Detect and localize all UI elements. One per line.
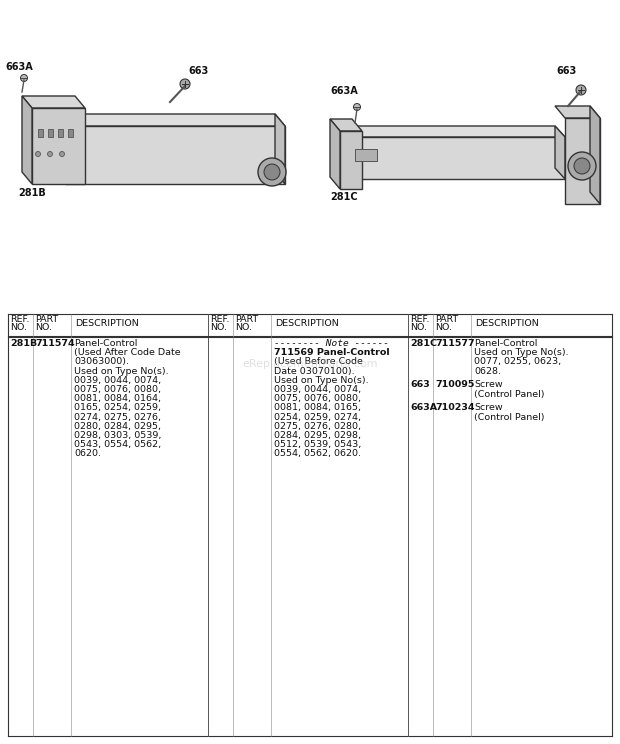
Text: 281B: 281B	[18, 188, 46, 198]
Polygon shape	[22, 96, 32, 184]
Polygon shape	[565, 118, 600, 204]
Text: eReplacementParts.com: eReplacementParts.com	[242, 359, 378, 369]
Bar	[38, 129, 43, 137]
Text: 663A: 663A	[5, 62, 33, 72]
Text: 03063000).: 03063000).	[74, 357, 129, 366]
Text: 711577: 711577	[435, 339, 475, 348]
Text: REF.: REF.	[10, 315, 29, 324]
Text: 0274, 0275, 0276,: 0274, 0275, 0276,	[74, 413, 161, 422]
Circle shape	[353, 103, 360, 111]
Bar	[48, 129, 53, 137]
Text: REF.: REF.	[210, 315, 229, 324]
Circle shape	[60, 152, 64, 156]
Text: 663: 663	[188, 66, 208, 76]
Text: 0275, 0276, 0280,: 0275, 0276, 0280,	[274, 422, 361, 431]
Text: 711569 Panel-Control: 711569 Panel-Control	[274, 348, 389, 357]
Text: PART: PART	[35, 315, 58, 324]
Polygon shape	[340, 131, 362, 189]
Bar	[68, 129, 73, 137]
Polygon shape	[555, 126, 565, 179]
Text: NO.: NO.	[235, 322, 252, 332]
Text: 0284, 0295, 0298,: 0284, 0295, 0298,	[274, 431, 361, 440]
Text: 0298, 0303, 0539,: 0298, 0303, 0539,	[74, 431, 161, 440]
Bar	[58, 129, 63, 137]
Text: Used on Type No(s).: Used on Type No(s).	[74, 367, 169, 376]
Text: 0039, 0044, 0074,: 0039, 0044, 0074,	[274, 385, 361, 394]
Text: 663A: 663A	[410, 403, 437, 412]
Text: Used on Type No(s).: Used on Type No(s).	[274, 376, 369, 385]
Polygon shape	[555, 106, 600, 118]
Text: 0081, 0084, 0165,: 0081, 0084, 0165,	[274, 403, 361, 412]
Text: NO.: NO.	[410, 322, 427, 332]
Text: Screw: Screw	[474, 380, 503, 389]
Circle shape	[48, 152, 53, 156]
Text: Panel-Control: Panel-Control	[74, 339, 138, 348]
Text: Used on Type No(s).: Used on Type No(s).	[474, 348, 569, 357]
Circle shape	[258, 158, 286, 186]
Polygon shape	[275, 114, 285, 184]
Text: 281C: 281C	[330, 192, 358, 202]
Text: 0075, 0076, 0080,: 0075, 0076, 0080,	[74, 385, 161, 394]
Circle shape	[568, 152, 596, 180]
Text: 281B: 281B	[10, 339, 37, 348]
Circle shape	[574, 158, 590, 174]
Polygon shape	[55, 114, 285, 126]
Text: 0165, 0254, 0259,: 0165, 0254, 0259,	[74, 403, 161, 412]
Text: 0280, 0284, 0295,: 0280, 0284, 0295,	[74, 422, 161, 431]
Text: 711574: 711574	[35, 339, 74, 348]
Text: (Used After Code Date: (Used After Code Date	[74, 348, 180, 357]
Polygon shape	[22, 96, 85, 108]
Text: (Control Panel): (Control Panel)	[474, 390, 544, 399]
Text: 0512, 0539, 0543,: 0512, 0539, 0543,	[274, 440, 361, 449]
Text: 0620.: 0620.	[74, 449, 101, 458]
Text: Date 03070100).: Date 03070100).	[274, 367, 355, 376]
Text: 0254, 0259, 0274,: 0254, 0259, 0274,	[274, 413, 361, 422]
Text: Screw: Screw	[474, 403, 503, 412]
Text: REF.: REF.	[410, 315, 430, 324]
Text: 710095: 710095	[435, 380, 474, 389]
Text: NO.: NO.	[210, 322, 227, 332]
Text: NO.: NO.	[10, 322, 27, 332]
Text: (Control Panel): (Control Panel)	[474, 413, 544, 422]
Text: DESCRIPTION: DESCRIPTION	[475, 319, 539, 329]
Text: DESCRIPTION: DESCRIPTION	[275, 319, 339, 329]
Bar	[355, 149, 377, 161]
Text: 0075, 0076, 0080,: 0075, 0076, 0080,	[274, 394, 361, 403]
Text: NO.: NO.	[35, 322, 52, 332]
Text: Panel-Control: Panel-Control	[474, 339, 538, 348]
Polygon shape	[65, 126, 285, 184]
Circle shape	[35, 152, 40, 156]
Text: 0081, 0084, 0164,: 0081, 0084, 0164,	[74, 394, 161, 403]
Text: 663A: 663A	[330, 86, 358, 96]
Text: 0543, 0554, 0562,: 0543, 0554, 0562,	[74, 440, 161, 449]
Polygon shape	[590, 106, 600, 204]
Circle shape	[20, 74, 27, 82]
Text: 0554, 0562, 0620.: 0554, 0562, 0620.	[274, 449, 361, 458]
Circle shape	[180, 79, 190, 89]
Text: 281C: 281C	[410, 339, 437, 348]
Polygon shape	[32, 108, 85, 184]
Circle shape	[264, 164, 280, 180]
Text: DESCRIPTION: DESCRIPTION	[75, 319, 139, 329]
Text: 663: 663	[556, 66, 576, 76]
Polygon shape	[330, 119, 362, 131]
Text: PART: PART	[235, 315, 259, 324]
Text: 710234: 710234	[435, 403, 474, 412]
Text: (Used Before Code: (Used Before Code	[274, 357, 363, 366]
Text: 0039, 0044, 0074,: 0039, 0044, 0074,	[74, 376, 161, 385]
Text: 0077, 0255, 0623,: 0077, 0255, 0623,	[474, 357, 561, 366]
Text: -------- Note ------: -------- Note ------	[274, 339, 389, 348]
Circle shape	[576, 85, 586, 95]
Text: PART: PART	[435, 315, 458, 324]
Text: NO.: NO.	[435, 322, 452, 332]
Polygon shape	[330, 119, 340, 189]
Text: 0628.: 0628.	[474, 367, 501, 376]
Polygon shape	[350, 137, 565, 179]
Polygon shape	[340, 126, 565, 137]
Text: 663: 663	[410, 380, 430, 389]
